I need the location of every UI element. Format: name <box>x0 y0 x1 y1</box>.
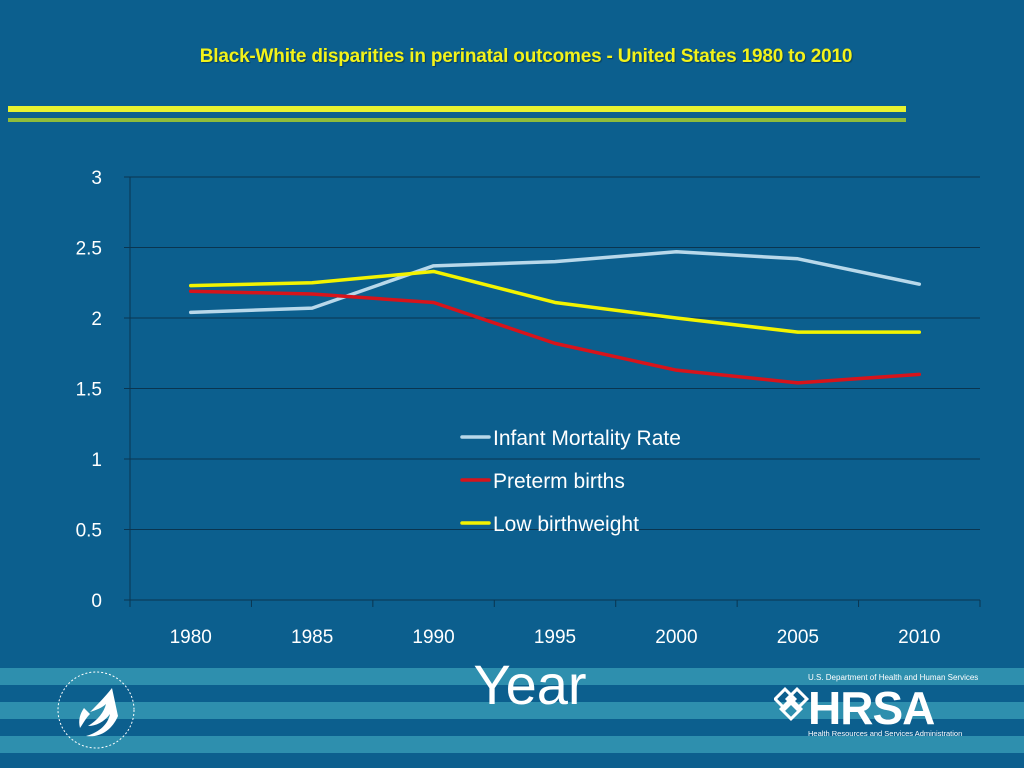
y-tick-label: 2.5 <box>76 239 102 260</box>
y-tick-label: 3 <box>91 168 102 189</box>
footer-stripes <box>0 660 1024 768</box>
x-tick-label: 1980 <box>170 627 212 648</box>
title-rule-green <box>8 118 906 122</box>
hrsa-logo-bottom-text: Health Resources and Services Administra… <box>808 729 962 738</box>
y-tick-label: 0.5 <box>76 521 102 542</box>
x-tick-label: 1995 <box>534 627 576 648</box>
line-chart: 0 0.5 1 1.5 2 2.5 3 1980 1985 1990 1995 2000 2005 201… <box>76 168 981 648</box>
x-axis-title: Year <box>473 653 587 716</box>
title-rule-yellow <box>8 106 906 112</box>
legend-label: Preterm births <box>493 470 625 493</box>
y-tick-label: 0 <box>91 591 102 612</box>
series-line-preterm-births <box>188 289 922 385</box>
legend-label: Low birthweight <box>493 513 639 536</box>
x-tick-label: 2005 <box>777 627 819 648</box>
x-tick-label: 2000 <box>655 627 697 648</box>
hrsa-logo-top-text: U.S. Department of Health and Human Serv… <box>808 673 978 682</box>
hrsa-logo-main-text: HRSA <box>808 682 934 734</box>
y-tick-label: 1.5 <box>76 380 102 401</box>
hrsa-logo: U.S. Department of Health and Human Serv… <box>774 673 978 738</box>
x-tick-label: 1990 <box>412 627 454 648</box>
series-line-infant-mortality-rate <box>188 249 922 315</box>
hrsa-emblem-icon <box>774 686 810 722</box>
legend-label: Infant Mortality Rate <box>493 427 681 450</box>
series-line-low-birthweight <box>188 269 922 334</box>
x-tick-label: 1985 <box>291 627 333 648</box>
hhs-eagle-seal-icon <box>57 671 135 749</box>
x-tick-label: 2010 <box>898 627 940 648</box>
y-tick-label: 1 <box>91 450 102 471</box>
slide-title: Black-White disparities in perinatal out… <box>199 46 853 67</box>
y-tick-label: 2 <box>91 309 102 330</box>
